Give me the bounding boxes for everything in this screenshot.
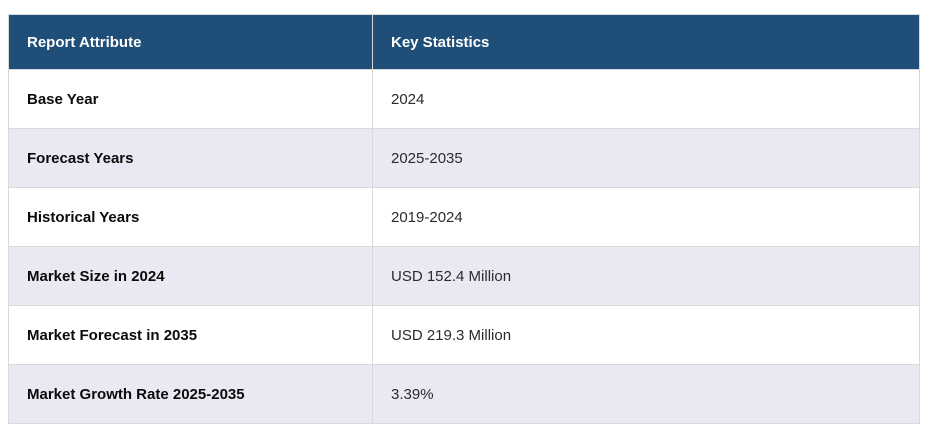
attribute-cell: Forecast Years: [8, 128, 373, 188]
value-cell: 2024: [372, 69, 920, 129]
attribute-cell: Historical Years: [8, 187, 373, 247]
attribute-cell: Market Growth Rate 2025-2035: [8, 364, 373, 424]
value-cell: USD 219.3 Million: [372, 305, 920, 365]
header-cell-key-statistics: Key Statistics: [372, 14, 920, 70]
attribute-cell: Base Year: [8, 69, 373, 129]
table-row-historical-years: Historical Years 2019-2024: [8, 187, 920, 247]
attribute-cell: Market Size in 2024: [8, 246, 373, 306]
table-row-forecast-years: Forecast Years 2025-2035: [8, 128, 920, 188]
report-statistics-table: Report Attribute Key Statistics Base Yea…: [8, 14, 920, 424]
header-cell-report-attribute: Report Attribute: [8, 14, 373, 70]
value-cell: USD 152.4 Million: [372, 246, 920, 306]
table-row-market-forecast: Market Forecast in 2035 USD 219.3 Millio…: [8, 305, 920, 365]
attribute-cell: Market Forecast in 2035: [8, 305, 373, 365]
table-row-market-size: Market Size in 2024 USD 152.4 Million: [8, 246, 920, 306]
table-header-row: Report Attribute Key Statistics: [8, 14, 920, 70]
table-row-growth-rate: Market Growth Rate 2025-2035 3.39%: [8, 364, 920, 424]
value-cell: 2025-2035: [372, 128, 920, 188]
table-row-base-year: Base Year 2024: [8, 69, 920, 129]
value-cell: 3.39%: [372, 364, 920, 424]
report-statistics-table-container: Report Attribute Key Statistics Base Yea…: [8, 14, 920, 424]
value-cell: 2019-2024: [372, 187, 920, 247]
